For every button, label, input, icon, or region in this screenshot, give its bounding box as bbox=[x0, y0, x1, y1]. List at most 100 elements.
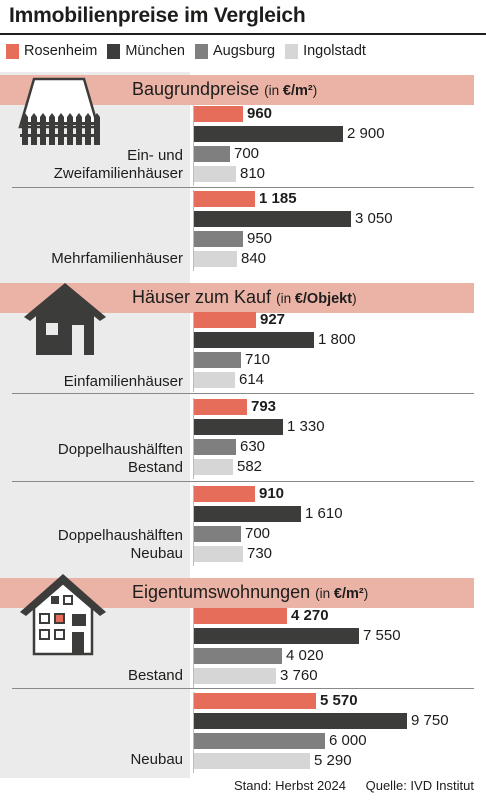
group-label-mehrfamilienhaeuser: Mehrfamilienhäuser bbox=[51, 250, 183, 267]
bar-rosenheim bbox=[194, 486, 255, 502]
value-label-muenchen: 2 900 bbox=[347, 125, 385, 142]
section-title-text: Häuser zum Kauf bbox=[132, 287, 272, 307]
value-label-augsburg: 6 000 bbox=[329, 732, 367, 749]
group-separator bbox=[12, 393, 474, 394]
legend-item-muenchen: München bbox=[107, 43, 185, 59]
value-label-ingolstadt: 3 760 bbox=[280, 667, 318, 684]
footer-source: Quelle: IVD Institut bbox=[365, 778, 474, 793]
section-unit: (in €/m²) bbox=[264, 83, 318, 99]
footer: Stand: Herbst 2024 Quelle: IVD Institut bbox=[218, 778, 474, 793]
value-label-ingolstadt: 810 bbox=[240, 165, 266, 182]
bar-augsburg bbox=[194, 146, 230, 162]
value-label-augsburg: 700 bbox=[245, 525, 271, 542]
section-title-text: Eigentumswohnungen bbox=[132, 582, 311, 602]
bar-ingolstadt bbox=[194, 668, 276, 684]
section-title-text: Baugrundpreise bbox=[132, 79, 260, 99]
legend-swatch-rosenheim bbox=[6, 43, 19, 59]
group-label-eigentum-bestand: Bestand bbox=[127, 667, 183, 684]
value-label-ingolstadt: 5 290 bbox=[314, 752, 352, 769]
group-axis-line bbox=[193, 485, 194, 566]
value-label-augsburg: 950 bbox=[247, 230, 273, 247]
bar-augsburg bbox=[194, 526, 241, 542]
bar-rosenheim bbox=[194, 693, 316, 709]
group-axis-line bbox=[193, 105, 194, 186]
bar-rosenheim bbox=[194, 191, 255, 207]
value-label-rosenheim: 4 270 bbox=[291, 607, 329, 624]
value-label-augsburg: 700 bbox=[234, 145, 260, 162]
legend-item-rosenheim: Rosenheim bbox=[6, 43, 97, 59]
bar-muenchen bbox=[194, 211, 351, 227]
bar-augsburg bbox=[194, 352, 241, 368]
group-label-ein-zweifamilienhaeuser: Ein- und Zweifamilienhäuser bbox=[53, 147, 183, 182]
section-unit: (in €/Objekt) bbox=[276, 291, 357, 307]
group-axis-line bbox=[193, 190, 194, 271]
legend-label-augsburg: Augsburg bbox=[213, 43, 276, 59]
value-label-ingolstadt: 582 bbox=[237, 458, 263, 475]
bar-muenchen bbox=[194, 628, 359, 644]
apartment-house-icon bbox=[20, 574, 106, 656]
group-label-doppelhaushaelften-bestand: Doppelhaushälften Bestand bbox=[57, 441, 183, 476]
bar-augsburg bbox=[194, 733, 325, 749]
group-separator bbox=[12, 187, 474, 188]
bar-rosenheim bbox=[194, 399, 247, 415]
footer-stand: Stand: Herbst 2024 bbox=[233, 778, 346, 793]
bar-ingolstadt bbox=[194, 546, 243, 562]
group-separator bbox=[12, 481, 474, 482]
value-label-muenchen: 9 750 bbox=[411, 712, 449, 729]
title-rule bbox=[0, 33, 486, 35]
value-label-muenchen: 3 050 bbox=[355, 210, 393, 227]
value-label-rosenheim: 910 bbox=[259, 485, 285, 502]
section-title-baugrundpreise: Baugrundpreise (in €/m²) bbox=[132, 79, 317, 100]
bar-muenchen bbox=[194, 506, 301, 522]
bar-ingolstadt bbox=[194, 459, 233, 475]
bar-muenchen bbox=[194, 713, 407, 729]
value-label-augsburg: 710 bbox=[245, 351, 271, 368]
group-separator bbox=[12, 688, 474, 689]
label-column-background bbox=[0, 72, 190, 778]
bar-ingolstadt bbox=[194, 251, 237, 267]
house-icon bbox=[24, 283, 106, 355]
chart-title: Immobilienpreise im Vergleich bbox=[9, 4, 306, 27]
bar-augsburg bbox=[194, 648, 282, 664]
bar-ingolstadt bbox=[194, 372, 235, 388]
group-label-doppelhaushaelften-neubau: Doppelhaushälften Neubau bbox=[57, 527, 183, 562]
value-label-augsburg: 630 bbox=[240, 438, 266, 455]
value-label-ingolstadt: 840 bbox=[241, 250, 267, 267]
bar-muenchen bbox=[194, 419, 283, 435]
legend-swatch-augsburg bbox=[195, 43, 208, 59]
group-label-eigentum-neubau: Neubau bbox=[130, 751, 183, 768]
value-label-ingolstadt: 730 bbox=[247, 545, 273, 562]
section-title-haeuser-zum-kauf: Häuser zum Kauf (in €/Objekt) bbox=[132, 287, 357, 308]
section-unit: (in €/m²) bbox=[315, 586, 369, 602]
value-label-rosenheim: 927 bbox=[260, 311, 286, 328]
value-label-rosenheim: 960 bbox=[247, 105, 273, 122]
group-axis-line bbox=[193, 398, 194, 479]
bar-rosenheim bbox=[194, 608, 287, 624]
value-label-muenchen: 1 800 bbox=[318, 331, 356, 348]
group-axis-line bbox=[193, 692, 194, 773]
group-axis-line bbox=[193, 607, 194, 688]
value-label-rosenheim: 1 185 bbox=[259, 190, 297, 207]
bar-rosenheim bbox=[194, 106, 243, 122]
legend-label-ingolstadt: Ingolstadt bbox=[303, 43, 366, 59]
legend-item-augsburg: Augsburg bbox=[195, 43, 275, 59]
value-label-augsburg: 4 020 bbox=[286, 647, 324, 664]
value-label-ingolstadt: 614 bbox=[239, 371, 265, 388]
value-label-muenchen: 7 550 bbox=[363, 627, 401, 644]
group-axis-line bbox=[193, 311, 194, 392]
fence-roof-icon bbox=[18, 77, 100, 145]
value-label-muenchen: 1 330 bbox=[287, 418, 325, 435]
bar-rosenheim bbox=[194, 312, 256, 328]
bar-augsburg bbox=[194, 231, 243, 247]
legend-label-rosenheim: Rosenheim bbox=[24, 43, 98, 59]
bar-augsburg bbox=[194, 439, 236, 455]
legend: Rosenheim München Augsburg Ingolstadt bbox=[6, 41, 376, 61]
legend-swatch-ingolstadt bbox=[285, 43, 299, 59]
value-label-muenchen: 1 610 bbox=[305, 505, 343, 522]
group-label-einfamilienhaeuser: Einfamilienhäuser bbox=[63, 373, 183, 390]
section-title-eigentumswohnungen: Eigentumswohnungen (in €/m²) bbox=[132, 582, 368, 603]
legend-item-ingolstadt: Ingolstadt bbox=[285, 43, 366, 59]
legend-swatch-muenchen bbox=[107, 43, 121, 59]
value-label-rosenheim: 5 570 bbox=[320, 692, 358, 709]
bar-muenchen bbox=[194, 332, 314, 348]
